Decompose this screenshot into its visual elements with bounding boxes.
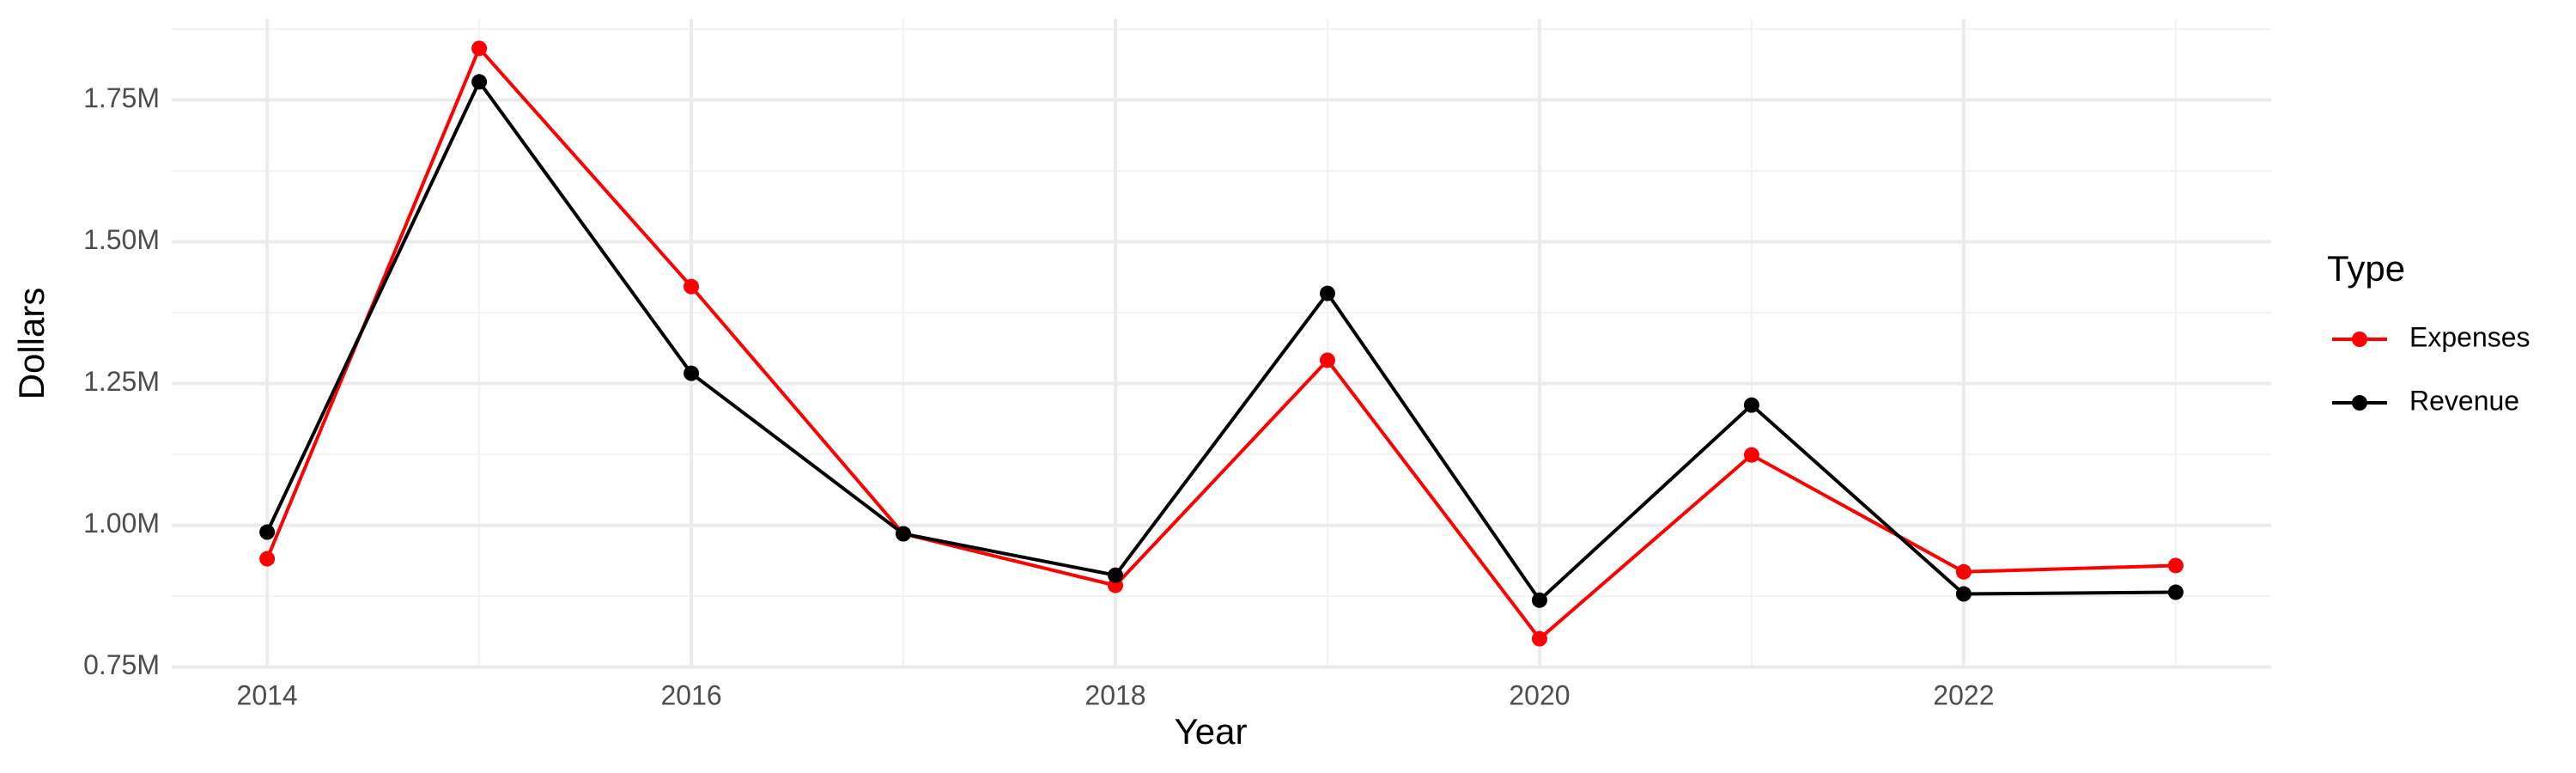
- series-line: [265, 45, 2176, 642]
- data-point: [1955, 563, 1971, 580]
- data-point: [259, 551, 276, 567]
- data-point: [896, 526, 912, 542]
- y-tick-label: 1.75M: [83, 82, 160, 113]
- legend-label: Revenue: [2409, 385, 2519, 416]
- data-point: [1319, 352, 1335, 368]
- data-point: [471, 74, 488, 90]
- data-point: [683, 278, 700, 295]
- y-tick-label: 1.25M: [83, 366, 160, 397]
- series-line: [265, 78, 2176, 603]
- data-point: [259, 524, 276, 540]
- data-point: [1743, 447, 1759, 463]
- y-tick-label: 1.00M: [83, 508, 160, 539]
- data-point: [2167, 584, 2184, 600]
- x-tick-label: 2020: [1509, 679, 1570, 710]
- data-point: [1531, 630, 1547, 647]
- y-tick-label: 1.50M: [83, 224, 160, 255]
- x-tick-label: 2016: [660, 679, 721, 710]
- data-point: [1319, 285, 1335, 301]
- x-axis-label: Year: [1175, 711, 1248, 752]
- data-point: [2167, 557, 2184, 574]
- legend-marker: [2352, 395, 2367, 411]
- legend-marker: [2352, 332, 2367, 347]
- legend-label: Expenses: [2409, 321, 2530, 352]
- data-point: [683, 365, 700, 381]
- data-point: [1108, 567, 1124, 583]
- data-point: [1955, 586, 1971, 602]
- legend-title: Type: [2327, 248, 2405, 289]
- y-axis-label: Dollars: [11, 288, 52, 400]
- x-tick-label: 2018: [1084, 679, 1145, 710]
- data-point: [1531, 592, 1547, 608]
- data-point: [1743, 397, 1759, 413]
- x-tick-label: 2022: [1933, 679, 1994, 710]
- data-point: [471, 40, 488, 57]
- x-tick-label: 2014: [237, 679, 298, 710]
- y-tick-label: 0.75M: [83, 649, 160, 680]
